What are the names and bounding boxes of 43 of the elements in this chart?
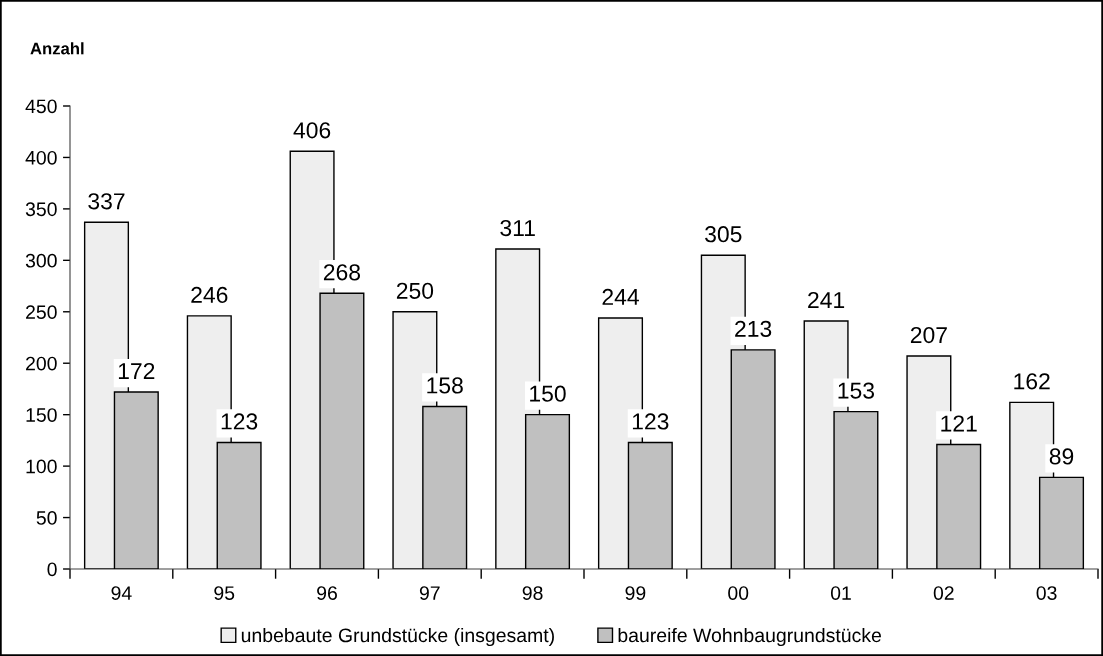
data-label: 158	[427, 377, 463, 394]
data-label: 337	[88, 193, 125, 210]
data-label: 244	[602, 288, 639, 305]
data-label: 121	[941, 415, 977, 432]
y-tick-label: 150	[26, 408, 57, 422]
y-tick-label: 350	[25, 202, 57, 217]
legend-label: unbebaute Grundstücke (insgesamt)	[241, 627, 554, 647]
y-axis-title: Anzahl	[30, 42, 84, 55]
y-tick-label: 250	[26, 305, 57, 320]
x-tick-label: 03	[1036, 586, 1057, 600]
x-tick-label: 98	[522, 586, 543, 600]
data-label: 123	[632, 413, 669, 430]
data-label: 246	[191, 286, 228, 304]
x-tick-label: 99	[625, 586, 646, 600]
y-tick-label: 100	[26, 459, 57, 474]
x-tick-label: 02	[933, 586, 954, 600]
x-tick-label: 95	[214, 586, 235, 600]
x-tick-label: 96	[317, 586, 337, 600]
data-label: 89	[1049, 448, 1074, 465]
legend-label: baureife Wohnbaugrundstücke	[618, 627, 881, 647]
data-label: 305	[705, 226, 742, 243]
x-tick-label: 01	[830, 586, 851, 600]
y-tick-label: 300	[25, 253, 57, 268]
y-tick-label: 0	[47, 562, 57, 577]
data-label: 123	[221, 413, 258, 430]
x-tick-label: 94	[111, 586, 132, 600]
data-label: 153	[838, 382, 875, 399]
data-label: 268	[323, 264, 361, 281]
data-label: 213	[735, 320, 772, 337]
data-label: 150	[530, 385, 566, 402]
data-label: 406	[293, 122, 331, 139]
y-tick-label: 50	[36, 511, 57, 525]
y-tick-label: 200	[26, 356, 57, 371]
data-label: 311	[500, 219, 535, 237]
data-label: 250	[396, 282, 434, 299]
y-tick-label: 400	[25, 150, 57, 165]
data-label: 241	[808, 291, 845, 308]
x-tick-label: 00	[728, 586, 749, 600]
data-label: 207	[910, 326, 947, 344]
x-tick-label: 97	[419, 586, 440, 600]
y-tick-label: 450	[25, 99, 57, 114]
data-label: 172	[118, 362, 155, 379]
data-label: 162	[1014, 373, 1050, 390]
